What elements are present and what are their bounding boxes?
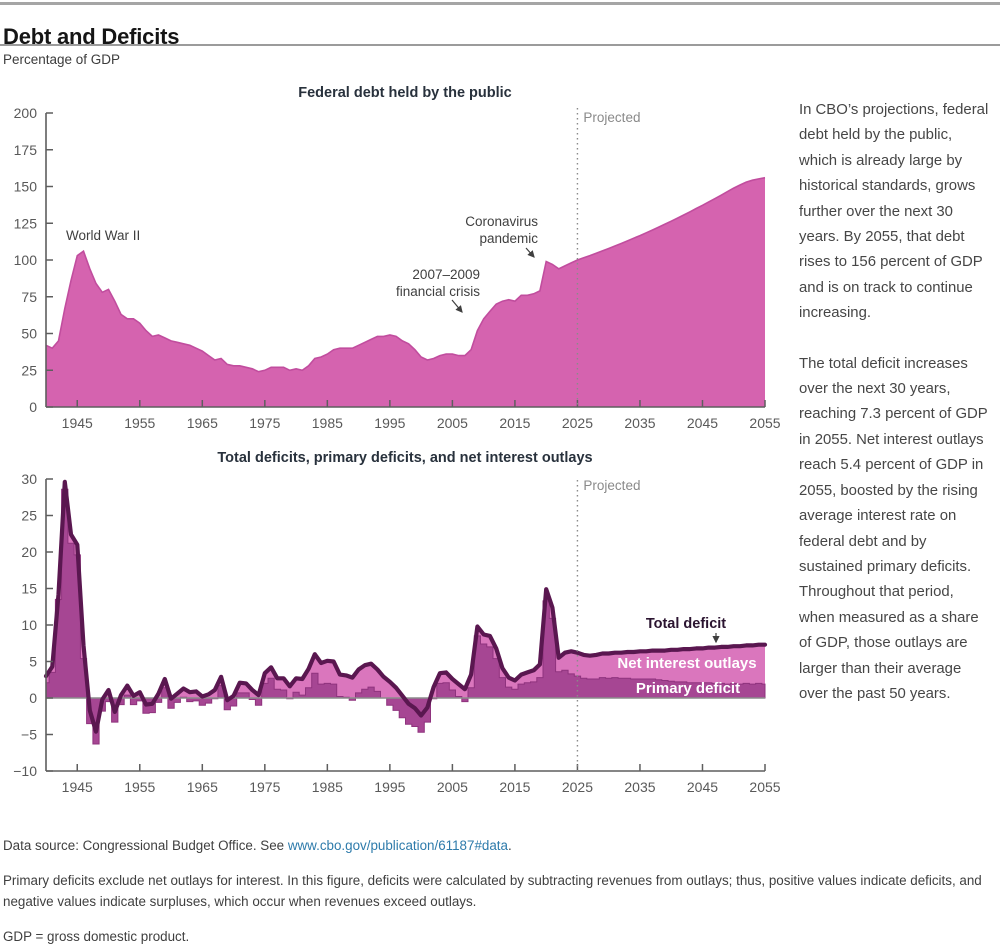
y-axis-tick-label: 20	[21, 544, 37, 560]
data-source-suffix: .	[507, 838, 512, 853]
methodology-note: Primary deficits exclude net outlays for…	[3, 872, 982, 910]
y-axis-tick-label: −5	[21, 727, 37, 743]
debt-area-edge	[45, 176, 766, 373]
axis-units-label: Percentage of GDP	[3, 52, 121, 67]
financial-crisis-annotation-line2: financial crisis	[396, 284, 480, 299]
x-axis-tick-label: 1975	[249, 779, 280, 795]
y-axis-tick-label: 25	[21, 508, 37, 524]
x-axis-tick-label: 1995	[374, 779, 405, 795]
y-axis-tick-label: 200	[14, 105, 38, 121]
y-axis-tick-label: 100	[14, 252, 38, 268]
debt-area	[46, 177, 765, 407]
y-axis-tick-label: 25	[21, 362, 37, 378]
projected-label: Projected	[583, 478, 640, 493]
commentary-paragraph-2: The total deficit increases over the nex…	[799, 355, 988, 702]
covid-annotation-line2: pandemic	[479, 231, 538, 246]
y-axis-tick-label: 75	[21, 289, 37, 305]
title-rule	[0, 44, 1000, 46]
projected-label: Projected	[583, 110, 640, 125]
y-axis-tick-label: 50	[21, 326, 37, 342]
data-source-link[interactable]: www.cbo.gov/publication/61187#data	[287, 838, 508, 853]
x-axis-tick-label: 2005	[437, 779, 468, 795]
x-axis-tick-label: 1985	[312, 779, 343, 795]
y-axis-tick-label: 15	[21, 581, 37, 597]
primary-deficit-bars	[45, 488, 766, 745]
x-axis-tick-label: 1955	[124, 779, 155, 795]
chart1-title: Federal debt held by the public	[298, 85, 512, 101]
x-axis-tick-label: 2035	[624, 415, 655, 431]
y-axis-tick-label: 175	[14, 142, 38, 158]
x-axis-tick-label: 1945	[62, 779, 93, 795]
y-axis-tick-label: 150	[14, 179, 38, 195]
top-rule	[0, 2, 1000, 5]
total-deficit-label: Total deficit	[646, 616, 726, 632]
x-axis-tick-label: 2045	[687, 779, 718, 795]
x-axis-tick-label: 2055	[749, 779, 780, 795]
x-axis-tick-label: 2025	[562, 415, 593, 431]
footer-notes: Data source: Congressional Budget Office…	[3, 835, 993, 947]
y-axis-tick-label: 125	[14, 215, 38, 231]
x-axis-tick-label: 2005	[437, 415, 468, 431]
chart2-title: Total deficits, primary deficits, and ne…	[217, 450, 592, 466]
x-axis-tick-label: 1945	[62, 415, 93, 431]
x-axis-tick-label: 1975	[249, 415, 280, 431]
x-axis-tick-label: 2015	[499, 779, 530, 795]
x-axis-tick-label: 2015	[499, 415, 530, 431]
x-axis-tick-label: 2035	[624, 779, 655, 795]
y-axis-tick-label: 5	[29, 654, 37, 670]
federal-debt-chart: Federal debt held by the public 0 25 50 75 10…	[14, 85, 781, 431]
data-source-prefix: Data source: Congressional Budget Office…	[3, 838, 288, 853]
x-axis-tick-label: 2045	[687, 415, 718, 431]
commentary-panel: In CBO’s projections, federal debt held …	[799, 98, 993, 732]
y-axis-tick-label: 30	[21, 471, 37, 487]
y-axis-tick-label: 10	[21, 617, 37, 633]
data-source-note: Data source: Congressional Budget Office…	[3, 835, 993, 857]
commentary-paragraph-1: In CBO’s projections, federal debt held …	[799, 102, 989, 322]
financial-crisis-arrow	[451, 299, 463, 313]
x-axis-tick-label: 1995	[374, 415, 405, 431]
x-axis-tick-label: 1965	[187, 779, 218, 795]
x-axis-tick-label: 1955	[124, 415, 155, 431]
covid-annotation-line1: Coronavirus	[465, 214, 538, 229]
gdp-definition-note: GDP = gross domestic product.	[3, 928, 190, 944]
y-axis-tick-label: 0	[29, 399, 37, 415]
x-axis-tick-label: 1965	[187, 415, 218, 431]
primary-deficit-label: Primary deficit	[636, 680, 740, 697]
x-axis-tick-label: 2055	[749, 415, 780, 431]
net-interest-outlays-label: Net interest outlays	[617, 655, 756, 672]
y-axis-tick-label: −10	[13, 763, 37, 779]
y-axis-tick-label: 0	[29, 690, 37, 706]
financial-crisis-annotation-line1: 2007–2009	[412, 267, 480, 282]
total-deficit-line	[43, 479, 768, 734]
covid-arrow	[525, 247, 535, 258]
deficits-chart: Total deficits, primary deficits, and ne…	[13, 450, 781, 795]
x-axis-tick-label: 2025	[562, 779, 593, 795]
wwii-annotation: World War II	[66, 228, 140, 243]
x-axis-tick-label: 1985	[312, 415, 343, 431]
